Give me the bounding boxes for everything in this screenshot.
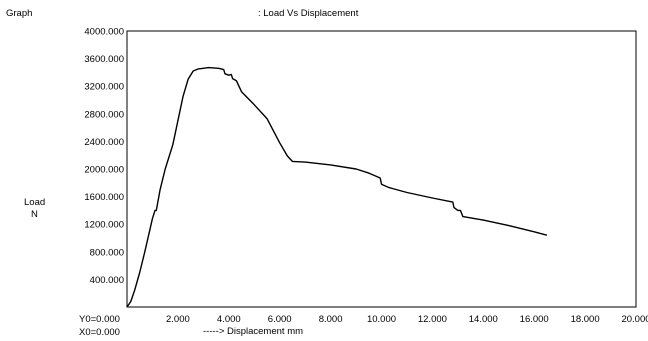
y-tick-label: 2800.000 [84, 109, 124, 120]
y-tick-labels: 400.000 800.000 1200.000 1600.000 2000.000 24… [84, 27, 124, 286]
y-tick-label: 400.000 [90, 275, 124, 286]
graph-header-label: Graph [6, 8, 32, 19]
x-tick-label: 14.000 [469, 314, 498, 325]
y-tick-label: 3600.000 [84, 54, 124, 65]
plot-frame [126, 30, 637, 308]
x-tick-label: 20.000 [621, 314, 648, 325]
chart-title: : Load Vs Displacement [258, 8, 359, 19]
y-tick-label: 3200.000 [84, 82, 124, 93]
x-tick-label: 4.000 [217, 314, 241, 325]
x-tick-label: 12.000 [418, 314, 447, 325]
y-tick-label: 800.000 [90, 247, 124, 258]
x-axis-label: -----> Displacement mm [203, 326, 303, 337]
y-axis-label-line1: Load [24, 197, 45, 208]
x-tick-label: 18.000 [571, 314, 600, 325]
x-tick-label: 2.000 [166, 314, 190, 325]
x-tick-label: 6.000 [268, 314, 292, 325]
x0-readout: X0=0.000 [79, 327, 120, 338]
x-tick-label: 16.000 [520, 314, 549, 325]
y-tick-label: 1200.000 [84, 220, 124, 231]
y-axis-label-line2: N [31, 209, 38, 220]
x-tick-label: 8.000 [319, 314, 343, 325]
y-tick-label: 1600.000 [84, 192, 124, 203]
y-tick-label: 2000.000 [84, 165, 124, 176]
y-tick-label: 2400.000 [84, 137, 124, 148]
y-tick-label: 4000.000 [84, 27, 124, 38]
x-tick-labels: 2.000 4.000 6.000 8.000 10.000 12.000 14.000 16… [166, 314, 648, 325]
x-tick-label: 10.000 [367, 314, 396, 325]
y0-readout: Y0=0.000 [79, 314, 120, 325]
series-line [126, 66, 548, 308]
